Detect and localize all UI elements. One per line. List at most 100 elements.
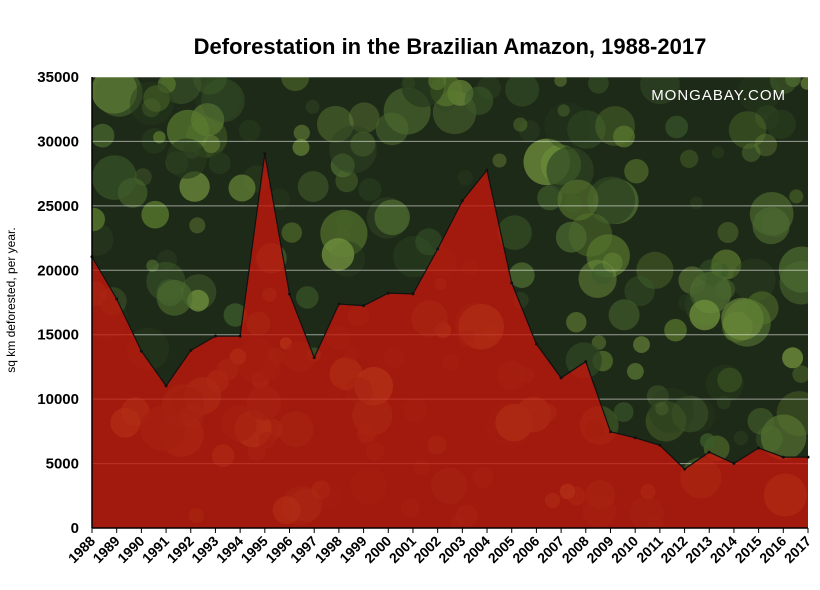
data-point bbox=[707, 450, 711, 454]
x-tick-label: 2007 bbox=[534, 533, 567, 566]
x-tick-label: 2011 bbox=[633, 533, 666, 566]
forest-canopy-blob bbox=[627, 363, 644, 380]
x-tick-label: 1992 bbox=[164, 533, 197, 566]
forest-canopy-blob bbox=[613, 125, 635, 148]
x-tick-label: 1995 bbox=[238, 533, 271, 566]
data-point bbox=[732, 461, 736, 465]
forest-canopy-blob bbox=[732, 258, 776, 302]
forest-canopy-blob bbox=[557, 179, 599, 221]
y-tick-label: 15000 bbox=[37, 327, 79, 344]
x-tick-label: 2017 bbox=[781, 533, 814, 566]
data-point bbox=[139, 349, 143, 353]
x-tick-label: 2004 bbox=[460, 533, 493, 566]
y-tick-label: 25000 bbox=[37, 198, 79, 215]
data-point bbox=[337, 302, 341, 306]
forest-canopy-blob bbox=[393, 236, 435, 278]
forest-canopy-blob bbox=[655, 402, 669, 416]
forest-canopy-blob bbox=[778, 246, 808, 293]
x-tick-label: 2014 bbox=[707, 533, 740, 566]
forest-canopy-blob bbox=[297, 171, 329, 202]
x-tick-label: 2016 bbox=[756, 533, 789, 566]
forest-canopy-blob bbox=[717, 221, 739, 243]
forest-canopy-blob bbox=[782, 347, 804, 369]
data-point bbox=[164, 384, 168, 388]
forest-canopy-blob bbox=[645, 401, 687, 442]
x-tick-label: 2005 bbox=[485, 533, 518, 566]
forest-canopy-blob bbox=[281, 222, 302, 243]
forest-canopy-blob bbox=[741, 143, 761, 163]
forest-canopy-blob bbox=[192, 77, 227, 95]
x-tick-label: 1996 bbox=[262, 533, 295, 566]
forest-canopy-blob bbox=[415, 228, 443, 256]
forest-canopy-blob bbox=[428, 77, 447, 91]
forest-canopy-blob bbox=[305, 99, 320, 114]
x-tick-label: 2002 bbox=[410, 533, 443, 566]
forest-canopy-blob bbox=[728, 111, 767, 149]
y-tick-labels: 0 5000 10000 15000 20000 25000 30000 35000 bbox=[37, 69, 79, 537]
data-point bbox=[115, 297, 119, 301]
forest-canopy-blob bbox=[208, 152, 231, 175]
x-tick-label: 2003 bbox=[435, 533, 468, 566]
forest-canopy-blob bbox=[179, 171, 210, 202]
forest-canopy-blob bbox=[698, 259, 725, 286]
forest-canopy-blob bbox=[505, 77, 540, 107]
y-tick-label: 5000 bbox=[46, 456, 79, 473]
x-tick-label: 1988 bbox=[65, 533, 98, 566]
forest-canopy-blob bbox=[624, 159, 649, 184]
y-tick-label: 10000 bbox=[37, 391, 79, 408]
forest-canopy-blob bbox=[664, 318, 687, 342]
x-tick-label: 1999 bbox=[336, 533, 369, 566]
data-point bbox=[238, 334, 242, 338]
forest-canopy-blob bbox=[705, 364, 744, 403]
forest-canopy-blob bbox=[358, 178, 382, 202]
data-point bbox=[534, 342, 538, 346]
x-tick-label: 1994 bbox=[213, 533, 246, 566]
x-tick-label: 1998 bbox=[312, 533, 345, 566]
forest-canopy-blob bbox=[800, 77, 808, 90]
forest-canopy-blob bbox=[141, 98, 161, 118]
forest-canopy-blob bbox=[613, 402, 634, 422]
x-tick-label: 2008 bbox=[559, 533, 592, 566]
forest-canopy-blob bbox=[554, 77, 567, 87]
data-point bbox=[806, 455, 810, 459]
forest-canopy-blob bbox=[492, 153, 507, 168]
forest-canopy-blob bbox=[591, 263, 614, 285]
forest-canopy-blob bbox=[710, 262, 723, 275]
forest-canopy-blob bbox=[189, 217, 206, 234]
data-point bbox=[312, 356, 316, 360]
data-point bbox=[757, 446, 761, 450]
forest-canopy-blob bbox=[678, 294, 695, 312]
forest-canopy-blob bbox=[792, 365, 808, 383]
forest-canopy-blob bbox=[648, 387, 694, 434]
forest-canopy-blob bbox=[183, 142, 200, 159]
forest-canopy-blob bbox=[153, 131, 166, 144]
forest-canopy-blob bbox=[374, 199, 411, 236]
x-tick-label: 2012 bbox=[657, 533, 690, 566]
x-tick-label: 2000 bbox=[361, 533, 394, 566]
forest-canopy-blob bbox=[769, 77, 797, 94]
forest-canopy-blob bbox=[595, 106, 635, 146]
data-point bbox=[485, 168, 489, 172]
forest-canopy-blob bbox=[95, 77, 143, 117]
forest-canopy-blob bbox=[146, 259, 159, 272]
data-point bbox=[683, 467, 687, 471]
forest-canopy-blob bbox=[92, 222, 114, 256]
x-tick-label: 1997 bbox=[287, 533, 320, 566]
forest-canopy-blob bbox=[591, 335, 607, 350]
forest-canopy-blob bbox=[567, 110, 606, 149]
forest-canopy-blob bbox=[457, 170, 474, 186]
forest-canopy-blob bbox=[238, 119, 261, 142]
forest-canopy-blob bbox=[671, 395, 709, 433]
forest-canopy-blob bbox=[223, 303, 247, 327]
forest-canopy-blob bbox=[690, 196, 703, 210]
x-tick-label: 1990 bbox=[114, 533, 147, 566]
data-point bbox=[386, 291, 390, 295]
forest-canopy-blob bbox=[776, 391, 808, 437]
data-point bbox=[559, 376, 563, 380]
forest-canopy-blob bbox=[640, 77, 680, 105]
chart-title: Deforestation in the Brazilian Amazon, 1… bbox=[193, 34, 707, 59]
deforestation-area bbox=[90, 152, 810, 528]
data-point bbox=[510, 281, 514, 285]
forest-canopy-blob bbox=[752, 207, 790, 245]
